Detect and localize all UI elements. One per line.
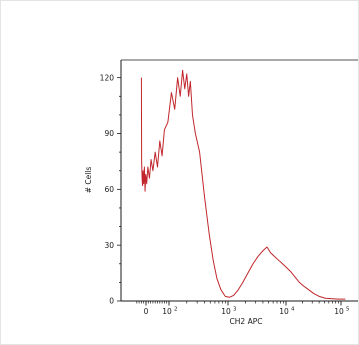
- y-tick-label: 60: [104, 185, 114, 194]
- y-tick-label: 90: [104, 129, 114, 138]
- y-axis-title: # Cells: [84, 167, 93, 194]
- x-ticks: 0 10 2 10 3 10 4 10 5: [136, 301, 350, 316]
- x-tick-exponent: 4: [291, 307, 295, 313]
- x-tick-label: 0: [144, 307, 149, 316]
- y-tick-label: 30: [104, 241, 114, 250]
- x-tick-exponent: 3: [233, 307, 237, 313]
- x-tick-exponent: 5: [346, 307, 350, 313]
- x-tick-label: 10: [279, 307, 289, 316]
- histogram-line: [140, 69, 346, 300]
- y-tick-label: 0: [109, 297, 114, 306]
- x-tick-label: 10: [221, 307, 231, 316]
- x-axis-title: CH2 APC: [230, 317, 263, 326]
- axes-group: [120, 59, 358, 302]
- x-tick-label: 10: [334, 307, 344, 316]
- y-tick-label: 120: [100, 73, 115, 82]
- x-tick-label: 10: [162, 307, 172, 316]
- x-tick-exponent: 2: [174, 307, 178, 313]
- y-ticks: 0 30 60 90 120: [100, 73, 121, 306]
